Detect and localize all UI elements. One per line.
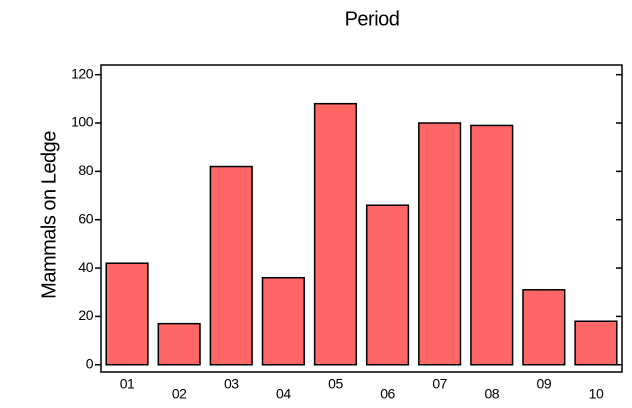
x-tick-label: 08 — [484, 386, 499, 402]
bar — [365, 204, 410, 366]
y-tick-label: 100 — [71, 114, 94, 130]
x-tick-label: 07 — [432, 376, 447, 392]
chart-title: Period — [345, 8, 400, 30]
bar — [105, 262, 149, 366]
x-tick-label: 02 — [172, 386, 187, 402]
x-tick-label: 01 — [120, 376, 135, 392]
x-tick-label: 09 — [537, 376, 552, 392]
bar — [261, 276, 305, 366]
x-tick-label: 10 — [589, 386, 604, 402]
bar — [313, 102, 358, 366]
bar — [418, 122, 462, 366]
y-axis-label: Mammals on Ledge — [38, 131, 60, 299]
bar — [470, 124, 514, 366]
x-tick-label: 06 — [380, 386, 395, 402]
bar — [209, 165, 253, 366]
y-tick-label: 80 — [78, 162, 93, 178]
y-tick-label: 60 — [78, 210, 93, 226]
y-tick-label: 120 — [71, 65, 94, 81]
bar — [157, 322, 201, 366]
y-tick-label: 0 — [86, 355, 94, 371]
y-tick-label: 20 — [78, 307, 93, 323]
x-tick-label: 04 — [276, 386, 291, 402]
y-tick-label: 40 — [78, 259, 93, 275]
plot-frame — [100, 64, 623, 373]
x-tick-label: 03 — [224, 376, 239, 392]
x-tick-label: 05 — [328, 376, 343, 392]
bar — [522, 289, 566, 366]
bar — [574, 320, 618, 366]
